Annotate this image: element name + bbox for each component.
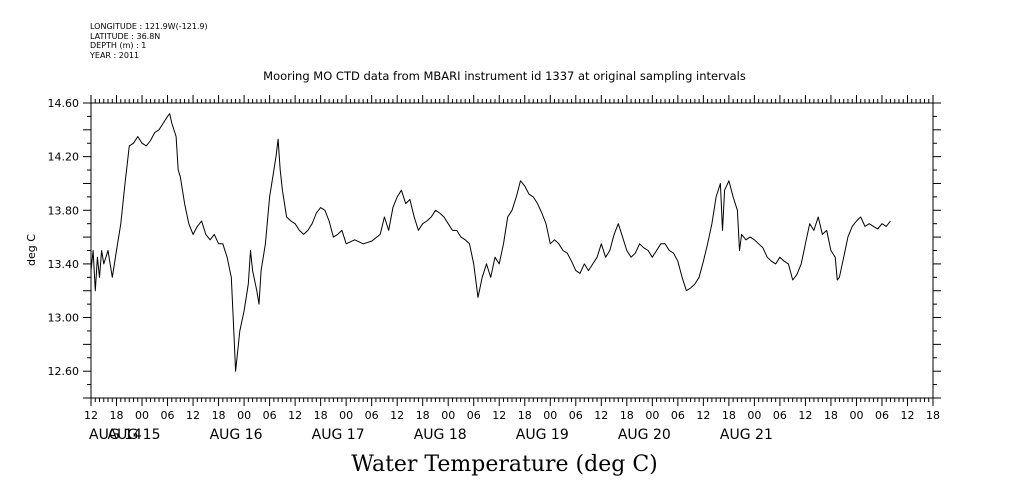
x-day-label: AUG 21 <box>720 427 773 443</box>
x-hour-label: 18 <box>212 409 226 422</box>
x-hour-label: 18 <box>110 409 124 422</box>
axis-ticks <box>83 95 941 406</box>
metadata-latitude: LATITUDE : 36.8N <box>90 31 161 41</box>
y-tick-label: 13.40 <box>48 258 80 271</box>
x-hour-label: 12 <box>186 409 200 422</box>
x-hour-label: 12 <box>594 409 608 422</box>
x-day-label: AUG 14 <box>89 427 142 443</box>
x-hour-label: 06 <box>467 409 481 422</box>
x-hour-label: 18 <box>518 409 532 422</box>
mooring-metadata: LONGITUDE : 121.9W(-121.9) LATITUDE : 36… <box>90 22 208 60</box>
x-hour-label: 06 <box>671 409 685 422</box>
y-tick-labels: 14.60 14.20 13.80 13.40 13.00 12.60 <box>48 97 80 378</box>
metadata-longitude: LONGITUDE : 121.9W(-121.9) <box>90 22 208 31</box>
x-hour-label: 18 <box>620 409 634 422</box>
x-day-label: AUG 17 <box>312 427 365 443</box>
x-day-label: AUG 19 <box>516 427 569 443</box>
x-hour-label: 00 <box>645 409 659 422</box>
x-hour-label: 12 <box>900 409 914 422</box>
bottom-title: Water Temperature (deg C) <box>351 452 658 477</box>
metadata-depth: DEPTH (m) : 1 <box>90 41 147 50</box>
x-hour-label: 18 <box>926 409 940 422</box>
x-day-label: AUG 18 <box>414 427 467 443</box>
y-tick-label: 14.60 <box>48 97 80 110</box>
x-hour-label: 06 <box>263 409 277 422</box>
x-hour-label: 12 <box>288 409 302 422</box>
x-hour-label: 06 <box>773 409 787 422</box>
x-day-label: AUG 16 <box>210 427 263 443</box>
x-hour-label: 06 <box>365 409 379 422</box>
x-hour-label: 00 <box>135 409 149 422</box>
x-hour-label: 00 <box>849 409 863 422</box>
x-hour-label: 06 <box>875 409 889 422</box>
x-hour-label: 00 <box>441 409 455 422</box>
x-hour-label: 12 <box>84 409 98 422</box>
x-hour-label: 18 <box>824 409 838 422</box>
x-hour-label: 18 <box>314 409 328 422</box>
metadata-year: YEAR : 2011 <box>90 50 140 60</box>
x-hour-label: 06 <box>569 409 583 422</box>
x-day-label: AUG 20 <box>618 427 671 443</box>
x-hour-label: 18 <box>416 409 430 422</box>
y-axis-label: deg C <box>25 234 38 266</box>
y-tick-label: 14.20 <box>48 151 80 164</box>
x-hour-label: 12 <box>798 409 812 422</box>
y-tick-label: 13.00 <box>48 312 80 325</box>
x-hour-label: 06 <box>161 409 175 422</box>
y-tick-label: 12.60 <box>48 365 80 378</box>
x-hour-label: 12 <box>390 409 404 422</box>
x-hour-label: 00 <box>339 409 353 422</box>
x-hour-label: 00 <box>747 409 761 422</box>
x-hour-label: 00 <box>237 409 251 422</box>
y-tick-label: 13.80 <box>48 204 80 217</box>
series-line <box>90 113 891 372</box>
x-hour-label: 00 <box>543 409 557 422</box>
chart-title: Mooring MO CTD data from MBARI instrumen… <box>263 69 746 83</box>
x-hour-label: 12 <box>492 409 506 422</box>
x-hour-label: 18 <box>722 409 736 422</box>
x-tick-labels: 12 18 00 06 12 18 00 06 12 18 00 06 12 18 00 06 12 18 00 06… <box>84 409 940 443</box>
x-hour-label: 12 <box>696 409 710 422</box>
series-group <box>90 113 891 372</box>
x-day-label: AUG 15 <box>108 427 161 443</box>
plot-frame <box>90 102 934 399</box>
